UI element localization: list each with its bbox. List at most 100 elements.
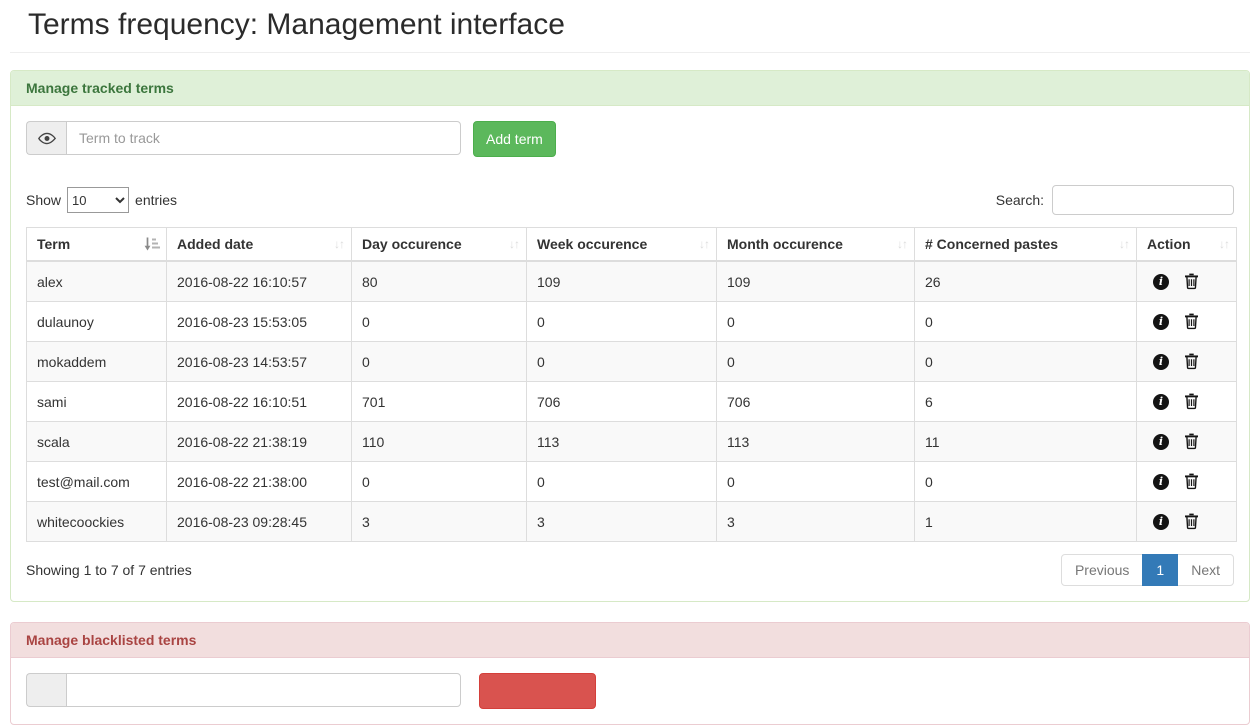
cell-term: scala (26, 421, 167, 462)
eye-icon (26, 121, 66, 155)
trash-icon[interactable] (1184, 353, 1199, 370)
cell-month: 113 (716, 421, 915, 462)
column-header-week-occurence[interactable]: Week occurence ↓↑ (526, 227, 717, 262)
trash-icon[interactable] (1184, 313, 1199, 330)
page-container: Terms frequency: Management interface Ma… (0, 8, 1260, 725)
tracked-terms-panel: Manage tracked terms Add term Show (10, 70, 1250, 602)
pagination: Previous 1 Next (1060, 554, 1234, 586)
column-header-month-occurence[interactable]: Month occurence ↓↑ (716, 227, 915, 262)
cell-week: 3 (526, 501, 717, 542)
table-header-row: Term (26, 227, 1237, 262)
cell-term: mokaddem (26, 341, 167, 382)
cell-added: 2016-08-22 21:38:00 (166, 461, 352, 502)
trash-icon[interactable] (1184, 513, 1199, 530)
cell-day: 80 (351, 260, 527, 302)
table-row: test@mail.com 2016-08-22 21:38:00 0 0 0 0 i (26, 461, 1237, 502)
cell-day: 110 (351, 421, 527, 462)
title-divider (10, 52, 1250, 53)
cell-action: i (1136, 341, 1237, 382)
page-length-control: Show 10 entries (26, 187, 177, 213)
cell-day: 0 (351, 341, 527, 382)
cell-pastes: 6 (914, 381, 1137, 422)
show-label: Show (26, 192, 62, 208)
search-label: Search: (995, 192, 1044, 208)
pagination-next[interactable]: Next (1177, 554, 1234, 586)
cell-action: i (1136, 260, 1237, 302)
page-length-select[interactable]: 10 (67, 187, 130, 213)
sort-both-icon: ↓↑ (334, 237, 345, 251)
info-circle-icon[interactable]: i (1153, 273, 1169, 290)
column-header-day-occurence[interactable]: Day occurence ↓↑ (351, 227, 527, 262)
cell-day: 0 (351, 461, 527, 502)
cell-action: i (1136, 461, 1237, 502)
trash-icon[interactable] (1184, 273, 1199, 290)
column-header-term[interactable]: Term (26, 227, 167, 262)
cell-week: 109 (526, 260, 717, 302)
pagination-page-1[interactable]: 1 (1142, 554, 1179, 586)
cell-added: 2016-08-23 09:28:45 (166, 501, 352, 542)
column-header-concerned-pastes[interactable]: # Concerned pastes ↓↑ (914, 227, 1137, 262)
cell-pastes: 26 (914, 260, 1137, 302)
trash-icon[interactable] (1184, 433, 1199, 450)
info-circle-icon[interactable]: i (1153, 393, 1169, 410)
blacklist-panel-body (11, 658, 1249, 724)
table-row: scala 2016-08-22 21:38:19 110 113 113 11 i (26, 421, 1237, 462)
term-to-track-input[interactable] (66, 121, 461, 155)
datatable-footer: Showing 1 to 7 of 7 entries Previous 1 N… (26, 554, 1234, 586)
cell-day: 0 (351, 301, 527, 342)
cell-term: test@mail.com (26, 461, 167, 502)
cell-week: 0 (526, 341, 717, 382)
blacklist-input-group (26, 673, 461, 707)
sort-both-icon: ↓↑ (509, 237, 520, 251)
sort-amount-asc-icon (143, 237, 160, 252)
sort-both-icon: ↓↑ (1219, 237, 1230, 251)
table-row: sami 2016-08-22 16:10:51 701 706 706 6 i (26, 381, 1237, 422)
cell-pastes: 0 (914, 461, 1137, 502)
sort-both-icon: ↓↑ (1119, 237, 1130, 251)
cell-day: 701 (351, 381, 527, 422)
datatable-controls: Show 10 entries Search: (26, 185, 1234, 215)
info-circle-icon[interactable]: i (1153, 433, 1169, 450)
blacklist-panel-heading: Manage blacklisted terms (11, 623, 1249, 658)
cell-week: 706 (526, 381, 717, 422)
table-row: whitecoockies 2016-08-23 09:28:45 3 3 3 1 i (26, 501, 1237, 542)
cell-day: 3 (351, 501, 527, 542)
table-info-text: Showing 1 to 7 of 7 entries (26, 562, 192, 578)
cell-month: 0 (716, 341, 915, 382)
info-circle-icon[interactable]: i (1153, 353, 1169, 370)
cell-pastes: 0 (914, 301, 1137, 342)
add-term-button[interactable]: Add term (473, 121, 556, 157)
column-header-action[interactable]: Action ↓↑ (1136, 227, 1237, 262)
search-control: Search: (996, 185, 1234, 215)
blacklist-term-input[interactable] (66, 673, 461, 707)
column-header-added-date[interactable]: Added date ↓↑ (166, 227, 352, 262)
trash-icon[interactable] (1184, 393, 1199, 410)
cell-added: 2016-08-23 15:53:05 (166, 301, 352, 342)
tracked-panel-heading: Manage tracked terms (11, 71, 1249, 106)
cell-term: dulaunoy (26, 301, 167, 342)
cell-pastes: 11 (914, 421, 1137, 462)
cell-term: alex (26, 260, 167, 302)
cell-week: 113 (526, 421, 717, 462)
cell-action: i (1136, 421, 1237, 462)
search-input[interactable] (1052, 185, 1234, 215)
table-row: alex 2016-08-22 16:10:57 80 109 109 26 i (26, 260, 1237, 302)
cell-term: whitecoockies (26, 501, 167, 542)
add-blacklist-button[interactable] (479, 673, 596, 709)
cell-added: 2016-08-22 16:10:51 (166, 381, 352, 422)
cell-action: i (1136, 381, 1237, 422)
term-input-group (26, 121, 461, 155)
trash-icon[interactable] (1184, 473, 1199, 490)
cell-month: 706 (716, 381, 915, 422)
info-circle-icon[interactable]: i (1153, 513, 1169, 530)
tracked-table-body: alex 2016-08-22 16:10:57 80 109 109 26 i dulaun… (26, 260, 1237, 542)
add-blacklist-row (26, 673, 1234, 709)
cell-month: 3 (716, 501, 915, 542)
input-addon-icon (26, 673, 66, 707)
info-circle-icon[interactable]: i (1153, 473, 1169, 490)
sort-both-icon: ↓↑ (699, 237, 710, 251)
info-circle-icon[interactable]: i (1153, 313, 1169, 330)
add-term-row: Add term (26, 121, 1234, 157)
cell-week: 0 (526, 461, 717, 502)
pagination-previous[interactable]: Previous (1060, 554, 1144, 586)
